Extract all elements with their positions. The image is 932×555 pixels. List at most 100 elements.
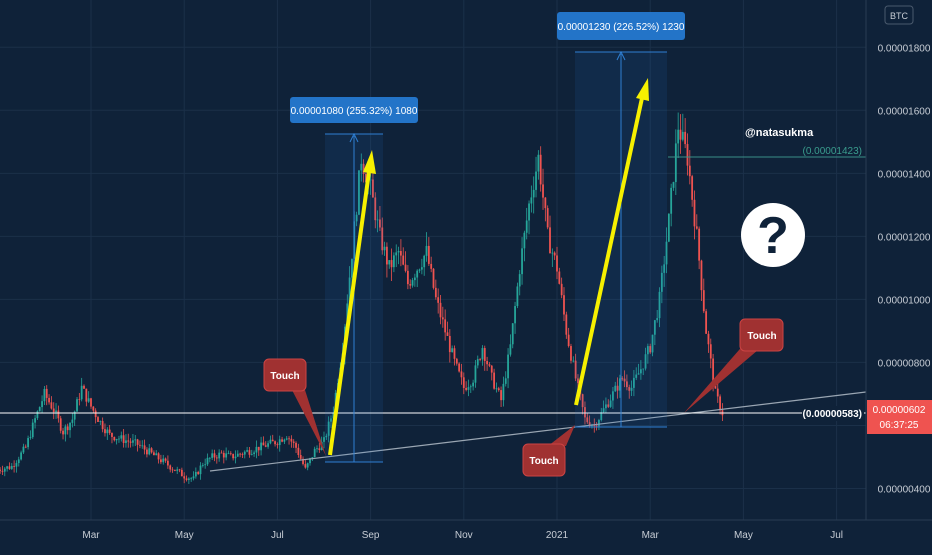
candle-body-5	[8, 466, 11, 469]
question-mark-circle	[741, 203, 805, 267]
candle-body-126	[290, 438, 293, 442]
price-axis	[866, 0, 932, 520]
candle-body-143	[330, 418, 332, 422]
candle-body-82	[187, 478, 190, 480]
time-tick-1: May	[175, 530, 194, 541]
touch-callout-3[interactable]: Touch	[684, 318, 784, 413]
candle-body-122	[281, 439, 283, 442]
candle-body-16	[34, 418, 36, 423]
candle-body-263	[609, 400, 612, 407]
candle-body-297	[688, 165, 691, 177]
plot-background	[0, 0, 866, 520]
candle-body-59	[134, 439, 137, 441]
candle-body-123	[283, 439, 286, 442]
candle-body-293	[679, 129, 682, 140]
candle-body-22	[48, 397, 50, 403]
candle-body-244	[565, 314, 568, 335]
candle-body-220	[509, 344, 512, 355]
candle-body-40	[90, 398, 92, 407]
yellow-arrow-1	[328, 150, 376, 456]
touch-callout-1[interactable]: Touch	[263, 358, 326, 456]
candle-body-245	[567, 334, 570, 347]
candle-body-174	[402, 255, 405, 265]
candle-body-260	[602, 408, 605, 413]
candle-body-13	[27, 438, 29, 448]
candle-body-213	[493, 372, 495, 389]
candle-body-290	[672, 182, 675, 188]
candle-body-17	[36, 411, 39, 419]
currency-badge[interactable]	[884, 5, 914, 25]
horizontal-line-label: (0.00000583)	[803, 409, 863, 420]
time-tick-8: Jul	[830, 530, 843, 541]
candle-body-209	[483, 348, 486, 362]
candle-body-197	[455, 358, 458, 364]
candle-body-57	[129, 441, 132, 443]
candle-body-103	[236, 453, 239, 457]
candle-body-235	[544, 197, 547, 209]
price-tick-4: 0.00001200	[878, 232, 931, 243]
candle-body-228	[528, 203, 530, 221]
candle-body-89	[204, 464, 207, 466]
candle-body-41	[92, 406, 95, 411]
candle-body-158	[365, 174, 367, 183]
candle-body-243	[563, 295, 565, 315]
measurement-2-label: 0.00001230 (226.52%) 1230	[558, 22, 685, 33]
candle-body-273	[632, 377, 635, 388]
candle-body-247	[572, 360, 575, 362]
candle-body-65	[148, 448, 151, 455]
measurement-2[interactable]: 0.00001230 (226.52%) 1230	[557, 12, 685, 428]
candle-body-188	[434, 287, 437, 298]
candle-body-208	[481, 348, 484, 360]
candle-body-104	[239, 453, 242, 455]
candle-body-267	[619, 378, 621, 391]
candle-body-56	[127, 440, 130, 442]
candle-body-187	[432, 268, 435, 288]
candle-body-262	[607, 404, 610, 407]
candle-body-214	[495, 388, 498, 390]
candle-body-207	[479, 359, 482, 360]
candle-body-74	[169, 465, 172, 470]
candle-body-32	[71, 419, 74, 423]
candle-body-105	[241, 454, 244, 455]
candle-body-231	[535, 171, 537, 190]
candle-body-259	[600, 412, 603, 421]
support-trendline[interactable]	[209, 391, 867, 472]
candle-body-184	[425, 245, 428, 256]
candle-body-34	[76, 399, 78, 412]
candle-body-266	[616, 385, 619, 391]
candle-body-92	[211, 453, 214, 458]
time-tick-7: May	[734, 530, 753, 541]
candle-body-163	[376, 219, 379, 221]
candle-body-177	[409, 284, 412, 286]
candle-body-288	[667, 213, 670, 242]
touch-callout-2-box	[522, 443, 566, 477]
candle-body-15	[31, 422, 34, 438]
candle-body-12	[24, 446, 27, 448]
candle-body-108	[248, 450, 251, 455]
candle-body-93	[213, 453, 216, 458]
candle-body-152	[351, 258, 353, 278]
candle-body-142	[327, 421, 330, 436]
candle-body-270	[626, 381, 628, 388]
candle-body-67	[153, 452, 155, 456]
time-tick-3: Sep	[362, 530, 380, 541]
candle-body-216	[500, 390, 502, 401]
price-tick-6: 0.00001600	[878, 106, 931, 117]
candle-body-37	[83, 385, 85, 389]
candle-body-119	[274, 441, 276, 445]
candle-body-276	[639, 369, 642, 374]
candle-body-291	[674, 143, 677, 183]
horizontal-line-label-box	[802, 406, 864, 421]
candle-body-283	[656, 318, 659, 321]
candle-body-310	[719, 396, 721, 411]
measurement-2-arrowhead	[616, 50, 626, 61]
candle-body-185	[427, 245, 430, 264]
touch-callout-2[interactable]: Touch	[522, 425, 575, 477]
candle-body-162	[374, 197, 377, 221]
candle-body-236	[546, 208, 549, 228]
level-label: (0.00001423)	[803, 146, 863, 157]
candle-body-131	[302, 458, 304, 465]
candle-body-189	[437, 297, 440, 303]
question-mark-badge: ?	[741, 203, 805, 267]
